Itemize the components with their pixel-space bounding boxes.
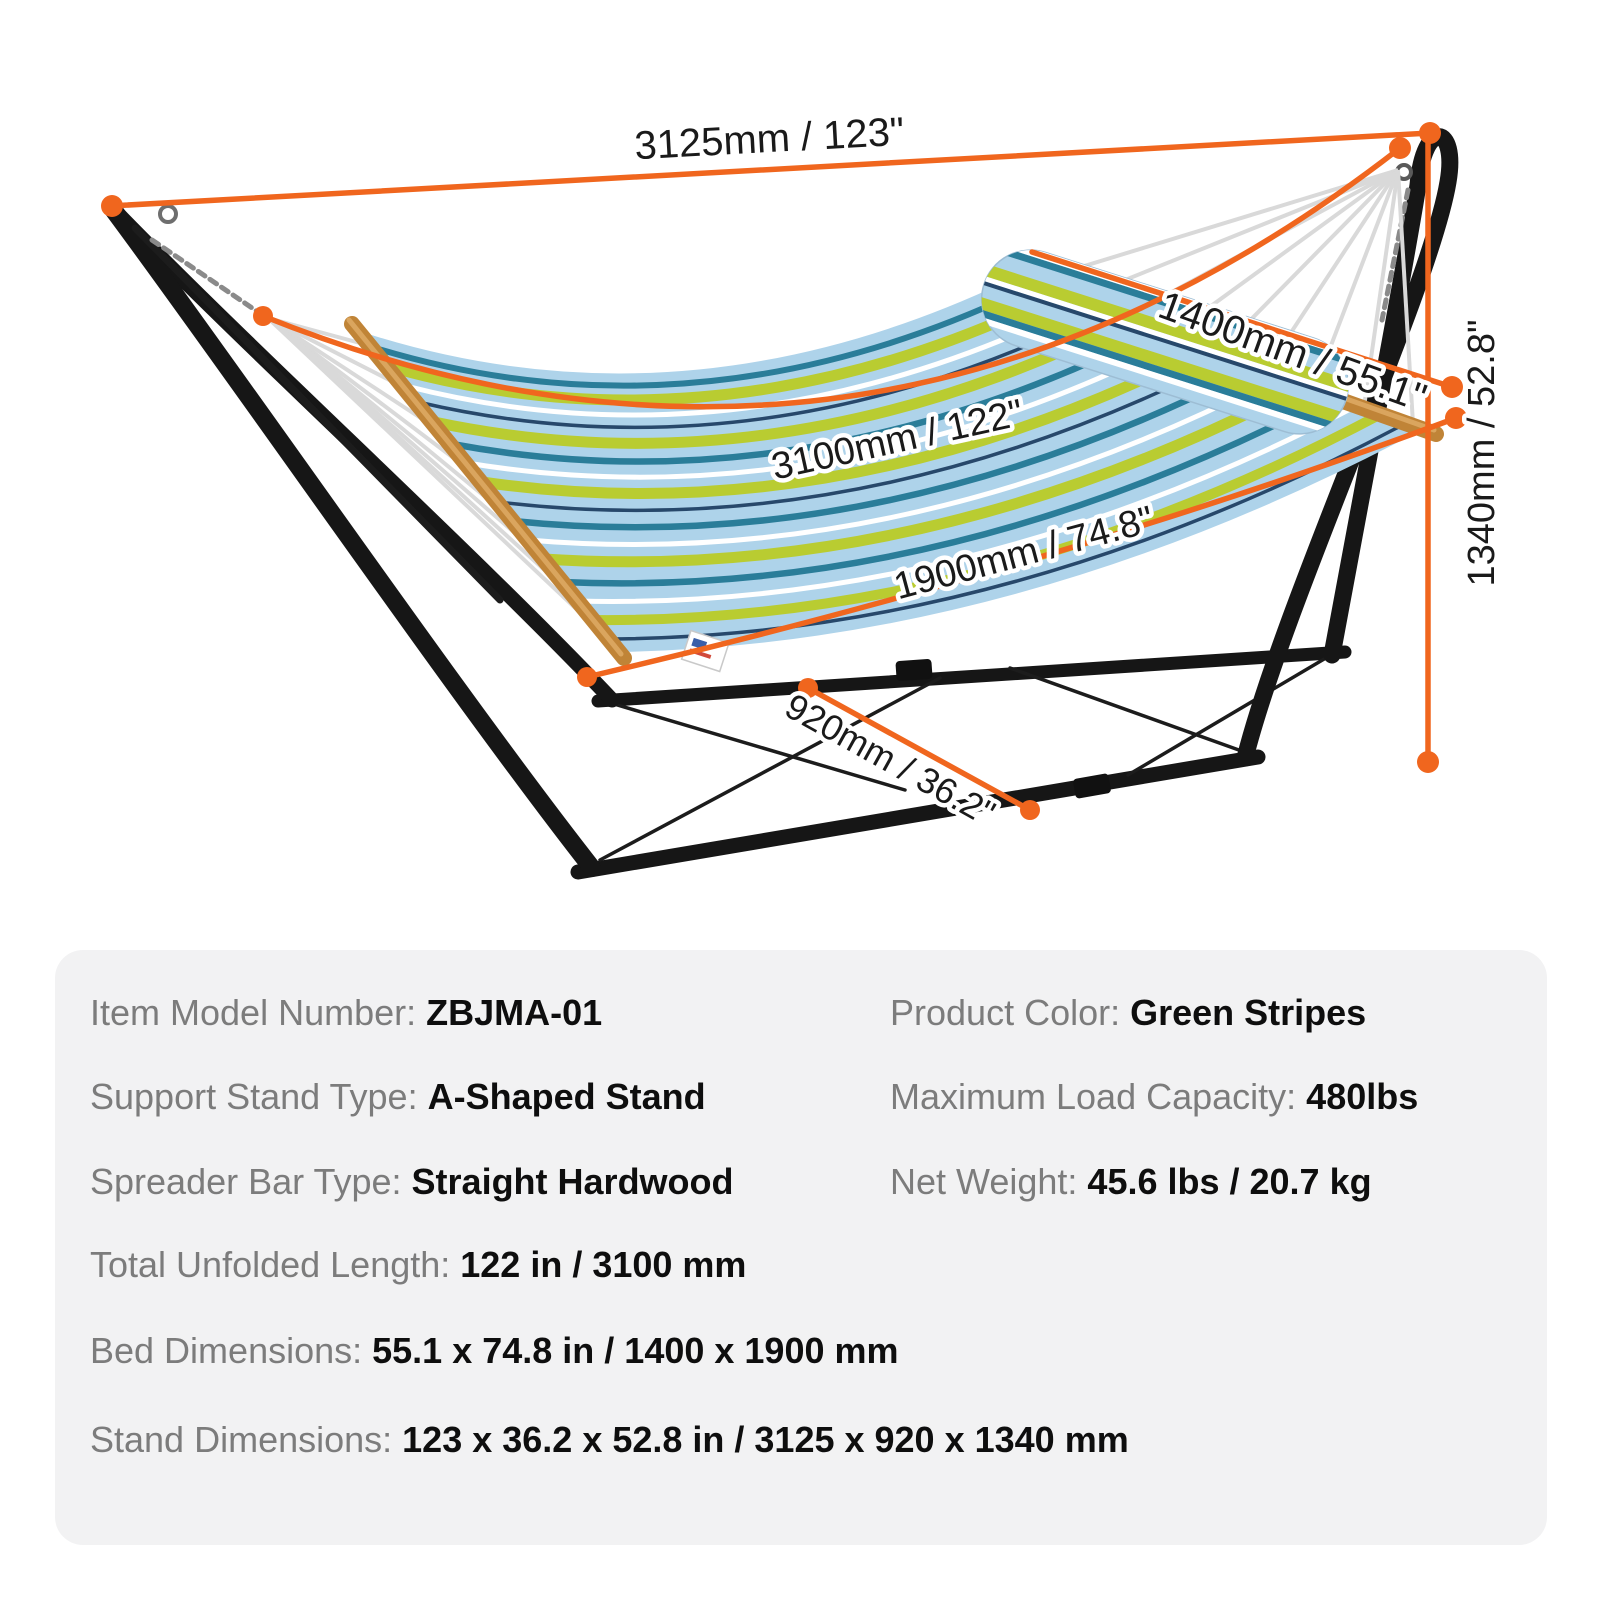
spec-item-spreader-bar: Spreader Bar Type: Straight Hardwood	[90, 1161, 734, 1202]
spec-label: Support Stand Type:	[90, 1076, 418, 1117]
product-diagram: 3125mm / 123" 3100mm / 122" 1400mm / 55.…	[101, 109, 1503, 880]
hammock	[266, 168, 1444, 673]
rail-clamp	[1073, 773, 1111, 799]
spec-item-net-weight: Net Weight: 45.6 lbs / 20.7 kg	[890, 1160, 1372, 1204]
stand	[103, 128, 1459, 880]
dim-line-overall-length	[107, 130, 1433, 209]
label-overall-length: 3125mm / 123"	[633, 110, 905, 169]
spec-item-stand-dimensions: Stand Dimensions: 123 x 36.2 x 52.8 in / …	[90, 1419, 1129, 1460]
spec-label: Stand Dimensions:	[90, 1419, 393, 1460]
right-chain	[1379, 187, 1411, 323]
spec-item-model-number: Item Model Number: ZBJMA-01	[90, 992, 602, 1033]
spec-panel: Item Model Number: ZBJMA-01 Product Color…	[55, 950, 1547, 1545]
dim-line-unfolded-length	[260, 145, 1403, 410]
spec-value: A-Shaped Stand	[427, 1076, 706, 1117]
spec-item-stand-type: Support Stand Type: A-Shaped Stand	[90, 1076, 706, 1117]
left-chain	[149, 237, 261, 315]
stand-braces	[598, 650, 1338, 862]
spec-item-load-capacity: Maximum Load Capacity: 480lbs	[890, 1075, 1418, 1119]
spec-row: Bed Dimensions: 55.1 x 74.8 in / 1400 x 1…	[90, 1329, 1520, 1373]
spec-label: Item Model Number:	[90, 992, 417, 1033]
spec-label: Maximum Load Capacity:	[890, 1076, 1297, 1117]
spec-item-bed-dimensions: Bed Dimensions: 55.1 x 74.8 in / 1400 x 1…	[90, 1330, 899, 1371]
spec-item-unfolded-length: Total Unfolded Length: 122 in / 3100 mm	[90, 1244, 746, 1285]
dim-line-bed-width	[1029, 249, 1455, 390]
dimension-lines	[101, 122, 1467, 820]
spec-value: Straight Hardwood	[411, 1161, 734, 1202]
label-stand-height: 1340mm / 52.8"	[1461, 320, 1503, 587]
left-hook	[158, 204, 178, 224]
spec-value: 122 in / 3100 mm	[460, 1244, 747, 1285]
spec-label: Bed Dimensions:	[90, 1330, 363, 1371]
spec-label: Product Color:	[890, 992, 1121, 1033]
spec-row: Support Stand Type: A-Shaped Stand Maximu…	[90, 1075, 1520, 1119]
rail-clamp	[895, 659, 933, 681]
spec-row: Spreader Bar Type: Straight Hardwood Net …	[90, 1160, 1520, 1204]
spec-row: Item Model Number: ZBJMA-01 Product Color…	[90, 991, 1520, 1035]
stand-near-rail	[570, 749, 1266, 880]
stand-left-near-leg	[103, 199, 601, 877]
spec-value: Green Stripes	[1130, 992, 1367, 1033]
dim-line-bed-length	[584, 415, 1459, 680]
spec-value: ZBJMA-01	[426, 992, 603, 1033]
stand-far-rail	[591, 645, 1352, 708]
spec-row: Stand Dimensions: 123 x 36.2 x 52.8 in / …	[90, 1418, 1520, 1462]
spec-label: Net Weight:	[890, 1161, 1078, 1202]
spec-value: 45.6 lbs / 20.7 kg	[1087, 1161, 1372, 1202]
dim-line-base-width	[805, 685, 1033, 813]
spec-value: 123 x 36.2 x 52.8 in / 3125 x 920 x 1340…	[402, 1419, 1129, 1460]
stand-right-leg	[1236, 128, 1459, 767]
spec-value: 55.1 x 74.8 in / 1400 x 1900 mm	[372, 1330, 899, 1371]
spec-value: 480lbs	[1306, 1076, 1419, 1117]
stand-left-inner-tube	[131, 224, 504, 604]
spec-label: Total Unfolded Length:	[90, 1244, 451, 1285]
spec-label: Spreader Bar Type:	[90, 1161, 402, 1202]
dimension-endpoints	[101, 122, 1467, 820]
spec-item-product-color: Product Color: Green Stripes	[890, 991, 1366, 1035]
spec-row: Total Unfolded Length: 122 in / 3100 mm	[90, 1243, 1520, 1287]
